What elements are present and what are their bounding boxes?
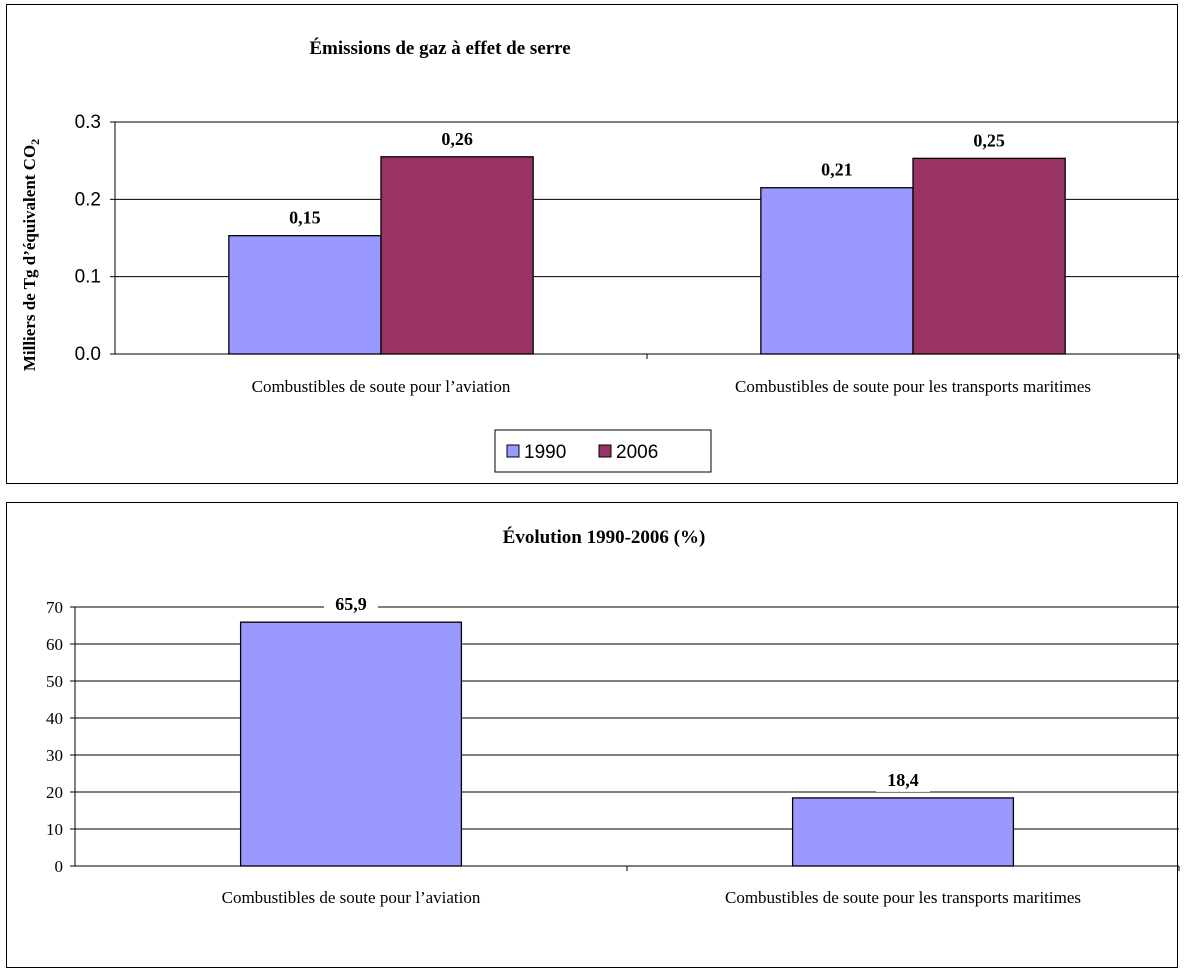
legend-entry: 1990 — [524, 442, 566, 463]
y-tick-label: 40 — [46, 709, 63, 728]
data-label-bg — [876, 767, 930, 792]
data-label-bg — [277, 205, 332, 230]
chart-title: Émissions de gaz à effet de serre — [309, 37, 570, 59]
legend: 1990 2006 — [494, 429, 712, 473]
chart-panel-evolution: Évolution 1990-2006 (%) 0 10 20 30 40 50 60 70 6… — [6, 502, 1180, 968]
y-tick-label: 0 — [55, 857, 64, 876]
data-label: 0,21 — [821, 160, 853, 180]
legend-swatch — [506, 444, 520, 458]
bar — [760, 187, 914, 355]
legend-swatch — [598, 444, 612, 458]
data-label-bg — [430, 126, 485, 151]
chart-panel-emissions: Émissions de gaz à effet de serre Millie… — [6, 4, 1180, 484]
y-tick-label: 70 — [46, 598, 63, 617]
data-label: 18,4 — [887, 770, 919, 790]
evolution-chart: Évolution 1990-2006 (%) 0 10 20 30 40 50 60 70 6… — [46, 526, 1180, 907]
data-label: 65,9 — [335, 594, 367, 614]
bar — [791, 797, 1015, 867]
data-label: 0,15 — [289, 208, 321, 228]
category-label: Combustibles de soute pour l’aviation — [222, 888, 481, 907]
data-label: 0,25 — [973, 130, 1005, 150]
bar — [912, 157, 1066, 355]
bar — [380, 156, 534, 355]
category-label: Combustibles de soute pour les transport… — [725, 888, 1081, 907]
legend-entry: 2006 — [616, 442, 658, 463]
category-label: Combustibles de soute pour l’aviation — [252, 377, 511, 396]
y-axis-label: Milliers de Tg d’équivalent CO2 — [20, 139, 42, 371]
y-tick-label: 50 — [46, 672, 63, 691]
y-tick-label: 20 — [46, 783, 63, 802]
bar — [239, 621, 463, 867]
data-label-bg — [962, 128, 1017, 153]
data-label-bg — [809, 157, 864, 182]
y-tick-label: 30 — [46, 746, 63, 765]
bar — [228, 235, 382, 355]
data-label: 0,26 — [441, 129, 473, 149]
y-tick-label: 0.1 — [75, 267, 101, 288]
y-tick-label: 0.3 — [75, 112, 101, 133]
y-tick-label: 0.2 — [75, 189, 101, 210]
data-label-bg — [324, 592, 378, 617]
y-tick-label: 0.0 — [75, 344, 101, 365]
chart-title: Évolution 1990-2006 (%) — [503, 526, 706, 548]
category-label: Combustibles de soute pour les transport… — [735, 377, 1091, 396]
y-tick-label: 60 — [46, 635, 63, 654]
emissions-chart: Émissions de gaz à effet de serre Millie… — [20, 37, 1180, 473]
y-tick-label: 10 — [46, 820, 63, 839]
